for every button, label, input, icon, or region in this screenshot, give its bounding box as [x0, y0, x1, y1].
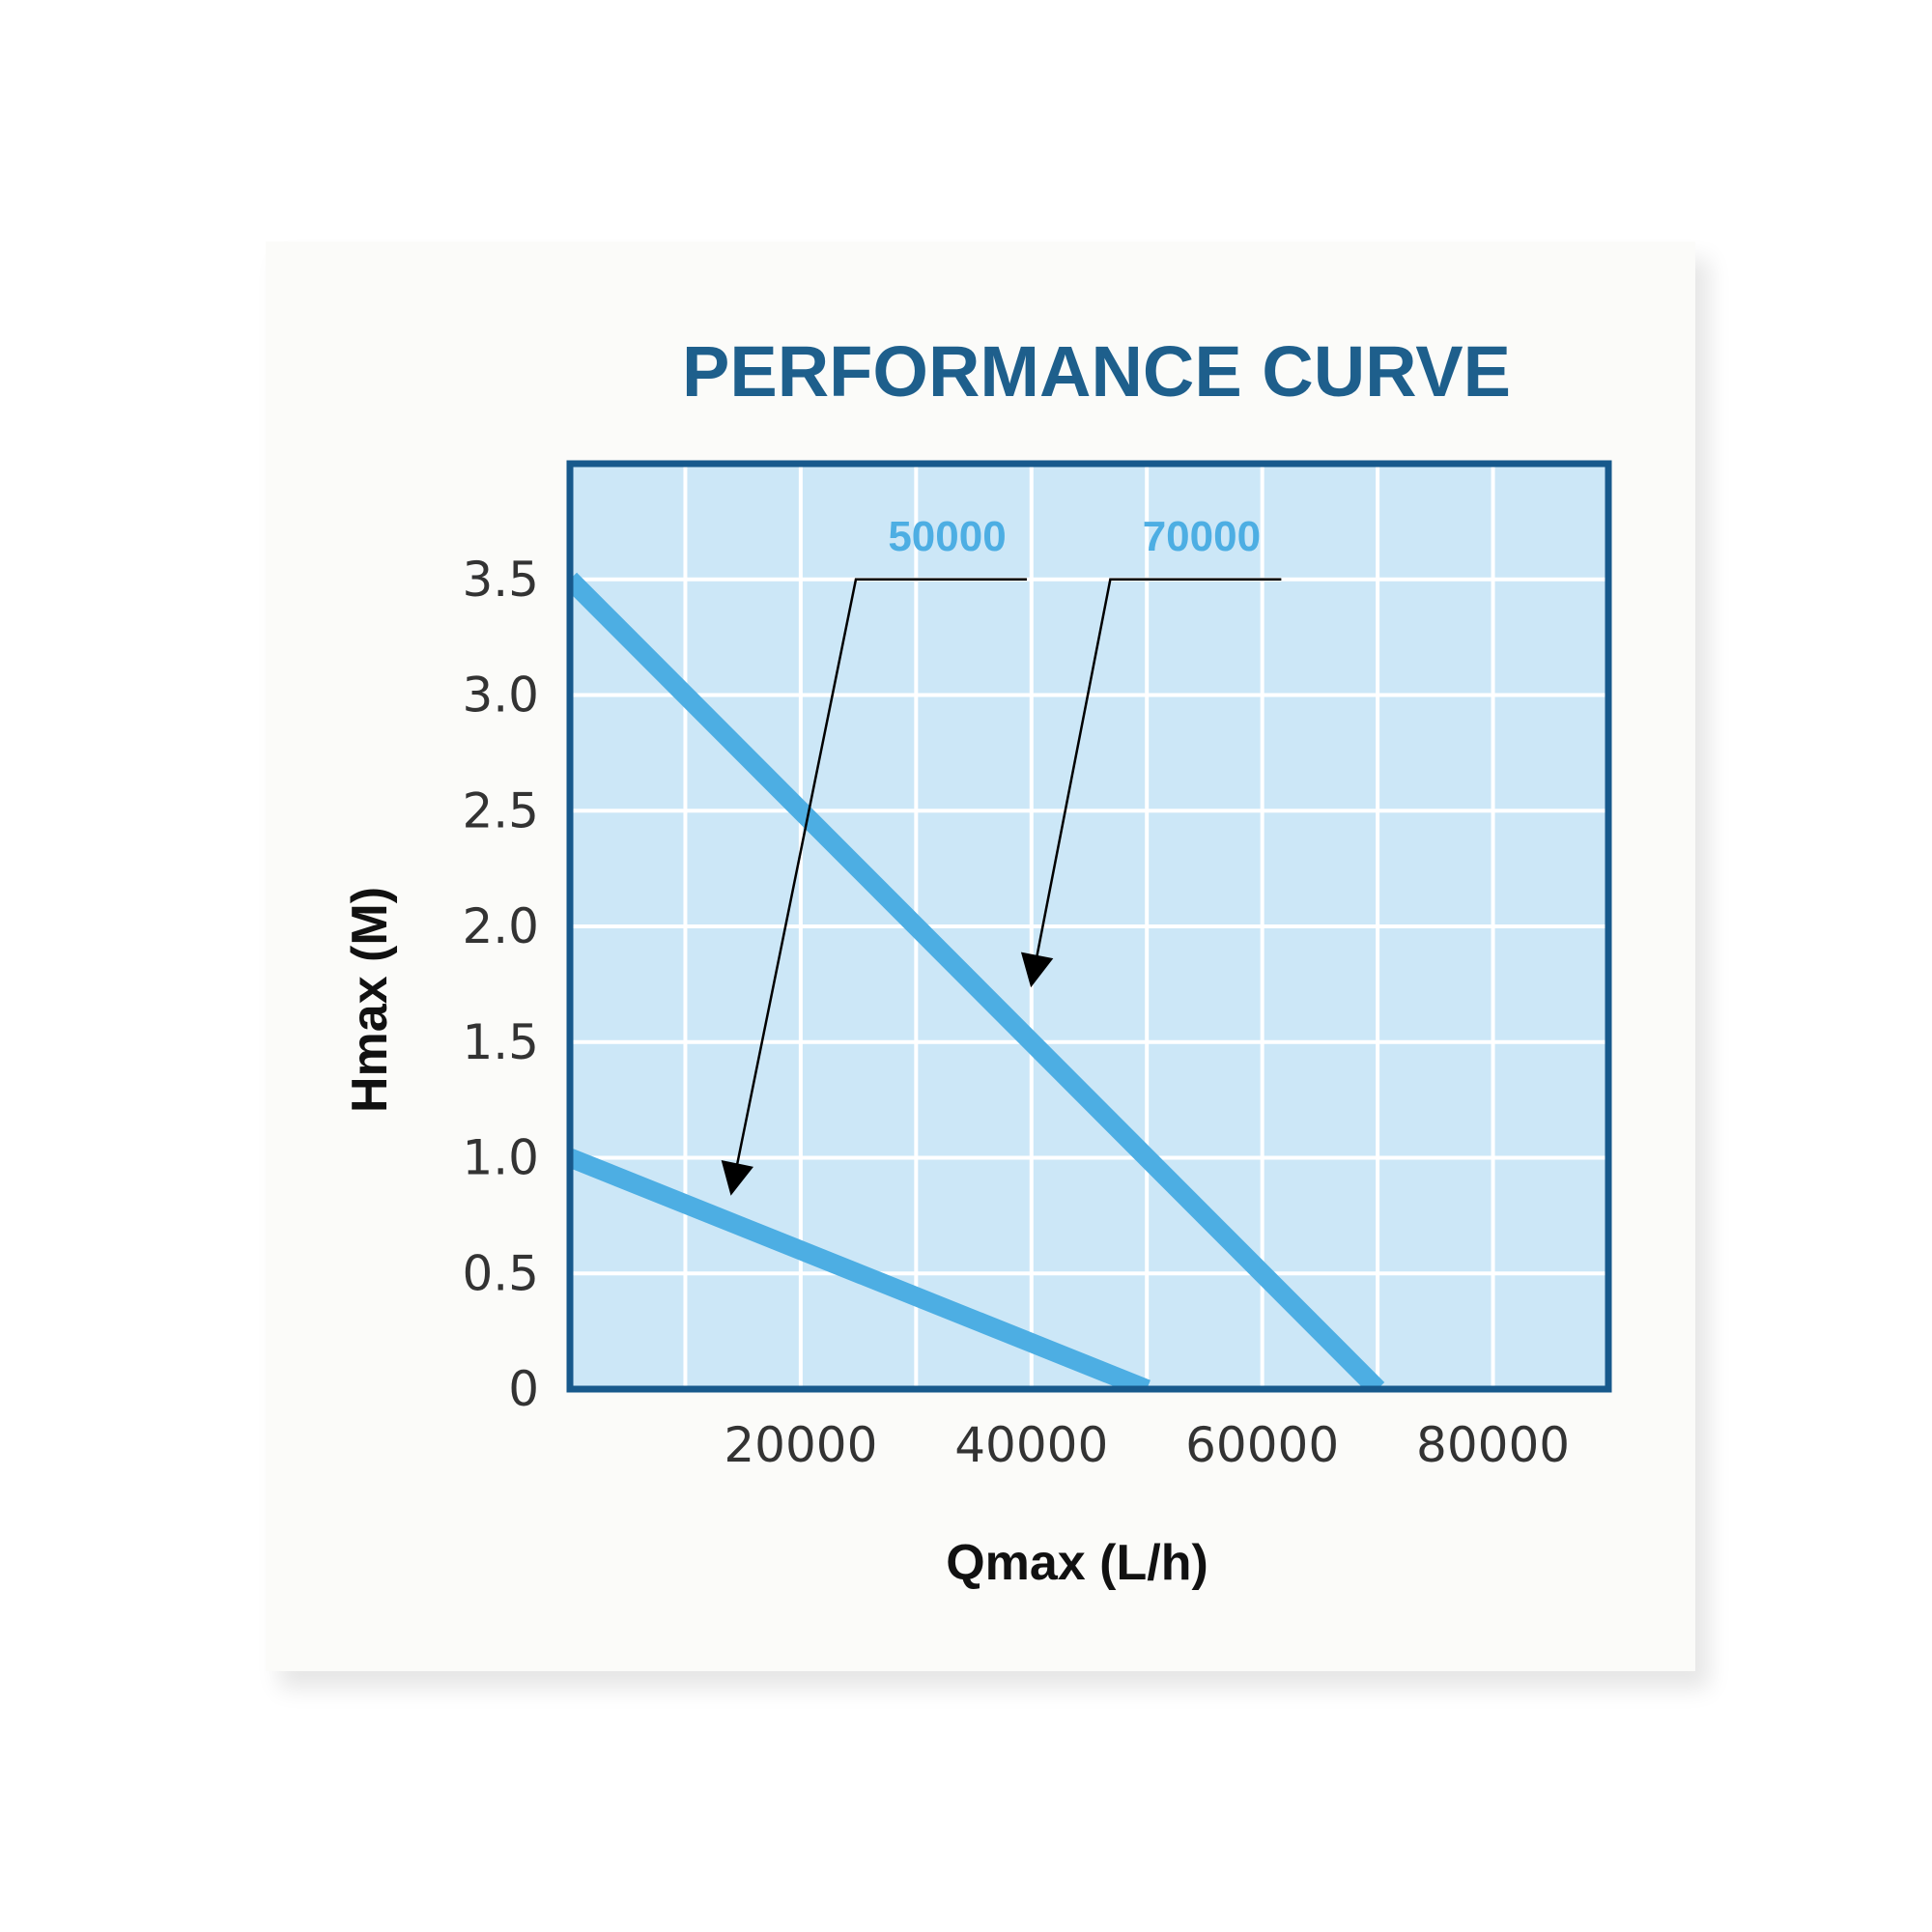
y-tick-label: 2.5: [462, 782, 539, 838]
y-tick-label: 0.5: [462, 1245, 539, 1301]
chart-title: PERFORMANCE CURVE: [682, 331, 1511, 412]
plot-frame: [566, 460, 1612, 1393]
y-tick-label: 3.5: [462, 552, 539, 608]
y-tick-label: 1.0: [462, 1130, 539, 1186]
series-line-70000: [570, 572, 1385, 1389]
grid-lines: [570, 464, 1608, 1389]
y-tick-labels: 0 0.5 1.0 1.5 2.0 2.5 3.0 3.5: [462, 552, 539, 1417]
chart: PERFORMANCE CURVE 50000 70000 0 0.5 1.0 1.5 2…: [342, 331, 1612, 1591]
x-axis-label: Qmax (L/h): [946, 1535, 1208, 1591]
series-line-50000: [570, 1149, 1151, 1389]
x-tick-label: 60000: [1185, 1417, 1339, 1473]
annotations: 50000 70000: [721, 513, 1282, 1196]
y-tick-label: 1.5: [462, 1014, 539, 1070]
annotation-label-70000: 70000: [1143, 513, 1261, 560]
x-tick-label: 20000: [724, 1417, 877, 1473]
y-tick-label: 2.0: [462, 898, 539, 954]
annotation-arrow-70000: [1020, 578, 1282, 988]
x-tick-label: 80000: [1416, 1417, 1570, 1473]
annotation-arrow-50000: [721, 578, 1027, 1196]
y-tick-label: 0: [508, 1361, 539, 1417]
annotation-label-50000: 50000: [888, 513, 1006, 560]
y-axis-label: Hmax (M): [342, 887, 398, 1113]
series-lines: [570, 572, 1385, 1389]
x-tick-label: 40000: [954, 1417, 1108, 1473]
y-tick-label: 3.0: [462, 668, 539, 724]
chart-card: PERFORMANCE CURVE 50000 70000 0 0.5 1.0 1.5 2…: [266, 242, 1695, 1671]
x-tick-labels: 20000 40000 60000 80000: [724, 1417, 1570, 1473]
